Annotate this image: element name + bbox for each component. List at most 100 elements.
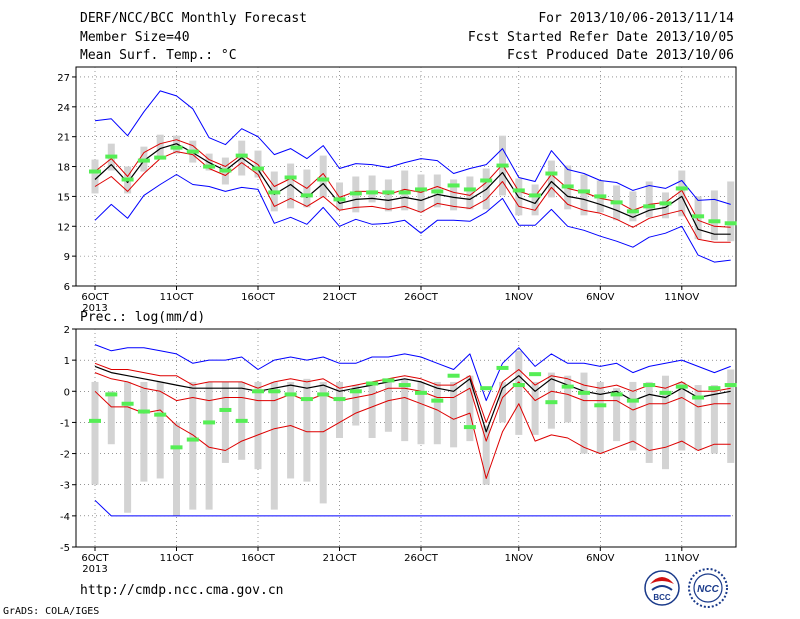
prec-median-marker bbox=[317, 392, 330, 397]
prec-median-marker bbox=[643, 383, 656, 388]
temperature-panel: 6 9 12 15 18 21 24 27 6OCT 11OCT 16OCT 21OCT 26OCT 1N… bbox=[57, 66, 737, 314]
prec-median-marker bbox=[398, 383, 411, 388]
prec-spread-box bbox=[173, 422, 180, 516]
prec-x-tick-label: 26OCT bbox=[404, 553, 439, 564]
prec-spread-box bbox=[710, 385, 718, 454]
prec-spread-box bbox=[352, 385, 360, 426]
prec-spread-box bbox=[662, 375, 669, 470]
prec-median-marker bbox=[154, 412, 167, 417]
prec-spread-box bbox=[694, 385, 702, 451]
prec-median-marker bbox=[480, 386, 493, 391]
prec-y-tick-label: 1 bbox=[64, 356, 70, 367]
prec-median-marker bbox=[708, 386, 721, 391]
prec-upper-spread-line bbox=[94, 362, 731, 423]
prec-median-marker bbox=[415, 390, 427, 395]
temp-median-marker bbox=[349, 191, 362, 196]
prec-spread-box bbox=[450, 381, 458, 448]
prec-x-tick-label: 11NOV bbox=[664, 553, 699, 564]
prec-median-marker bbox=[659, 390, 672, 395]
prec-median-marker bbox=[89, 418, 101, 423]
prec-spread-box bbox=[482, 425, 490, 485]
temp-median-marker bbox=[105, 154, 118, 159]
temp-median-marker bbox=[89, 169, 101, 174]
temp-median-marker bbox=[235, 153, 248, 158]
grads-credit: GrADS: COLA/IGES bbox=[3, 606, 100, 617]
prec-median-marker bbox=[268, 389, 281, 394]
forecast-started-date: Fcst Started Refer Date 2013/10/05 bbox=[467, 30, 734, 45]
bcc-logo-text: BCC bbox=[653, 593, 671, 602]
prec-plot-frame bbox=[75, 328, 737, 548]
temp-spread-box bbox=[580, 174, 588, 216]
prec-y-tick-label: -3 bbox=[60, 481, 70, 492]
temp-y-tick-label: 21 bbox=[57, 133, 70, 144]
temp-median-marker bbox=[398, 190, 411, 195]
prec-spread-box bbox=[254, 381, 262, 470]
prec-spread-box bbox=[221, 381, 229, 463]
temp-x-tick-label: 11NOV bbox=[664, 292, 699, 303]
temp-x-tick-label: 11OCT bbox=[160, 292, 195, 303]
prec-median-marker bbox=[366, 381, 379, 386]
prec-spread-box bbox=[140, 381, 148, 482]
prec-spread-box bbox=[531, 381, 539, 435]
temp-median-marker bbox=[121, 177, 134, 182]
temp-upper-spread-line bbox=[94, 139, 731, 228]
temp-spread-box bbox=[629, 191, 637, 222]
prec-median-marker bbox=[431, 398, 444, 403]
prec-spread-box bbox=[678, 381, 686, 451]
prec-spread-box bbox=[287, 381, 295, 479]
temp-y-tick-label: 27 bbox=[57, 73, 70, 84]
prec-median-marker bbox=[692, 395, 705, 400]
source-url: http://cmdp.ncc.cma.gov.cn bbox=[80, 583, 284, 598]
chart-title: DERF/NCC/BCC Monthly Forecast bbox=[80, 11, 307, 26]
prec-y-tick-label: -5 bbox=[60, 543, 70, 554]
prec-x-tick-label: 1NOV bbox=[505, 553, 534, 564]
prec-spread-box bbox=[613, 388, 621, 442]
temp-median-marker bbox=[382, 190, 395, 195]
temp-spread-box bbox=[417, 174, 425, 213]
prec-spread-box bbox=[107, 391, 115, 445]
temp-median-marker bbox=[300, 193, 313, 198]
temp-x-tick-label: 26OCT bbox=[404, 292, 439, 303]
prec-x-tick-label: 21OCT bbox=[323, 553, 358, 564]
temp-median-marker bbox=[545, 171, 558, 176]
prec-spread-box bbox=[124, 381, 132, 513]
temp-x-tick-label: 21OCT bbox=[323, 292, 358, 303]
temp-spread-box bbox=[384, 179, 392, 212]
member-size-label: Member Size=40 bbox=[80, 30, 190, 45]
temp-spread-box bbox=[678, 170, 686, 217]
prec-median-marker bbox=[284, 392, 297, 397]
prec-spread-box bbox=[499, 381, 506, 423]
temp-spread-box bbox=[319, 155, 327, 198]
prec-spread-box bbox=[727, 369, 735, 463]
prec-spread-box bbox=[319, 381, 327, 504]
prec-spread-box bbox=[303, 378, 311, 482]
temp-median-marker bbox=[692, 214, 705, 219]
temp-median-marker bbox=[724, 221, 737, 226]
temp-median-marker bbox=[675, 186, 688, 191]
temp-median-marker bbox=[578, 189, 590, 194]
temp-median-marker bbox=[203, 164, 216, 169]
prec-median-marker bbox=[496, 365, 509, 370]
temp-mean-line bbox=[94, 143, 731, 235]
prec-spread-box bbox=[205, 381, 213, 510]
prec-y-tick-label: -4 bbox=[60, 512, 70, 523]
prec-spread-box bbox=[466, 375, 474, 442]
prec-median-marker bbox=[349, 389, 362, 394]
prec-median-marker bbox=[610, 392, 623, 397]
temp-y-tick-label: 9 bbox=[64, 252, 70, 263]
prec-median-marker bbox=[626, 398, 639, 403]
prec-median-marker bbox=[724, 383, 737, 388]
prec-median-marker bbox=[382, 378, 395, 383]
prec-lower-red-line bbox=[94, 390, 731, 479]
temp-median-marker bbox=[366, 190, 379, 195]
temp-spread-box bbox=[727, 181, 735, 242]
temp-spread-box bbox=[156, 134, 164, 160]
temp-median-marker bbox=[170, 145, 183, 150]
prec-x-tick-label: 11OCT bbox=[160, 553, 195, 564]
temp-lower-spread-line bbox=[94, 151, 731, 243]
temp-median-marker bbox=[496, 163, 509, 168]
ncc-logo: NCC bbox=[688, 568, 728, 608]
temp-y-tick-label: 24 bbox=[57, 103, 70, 114]
